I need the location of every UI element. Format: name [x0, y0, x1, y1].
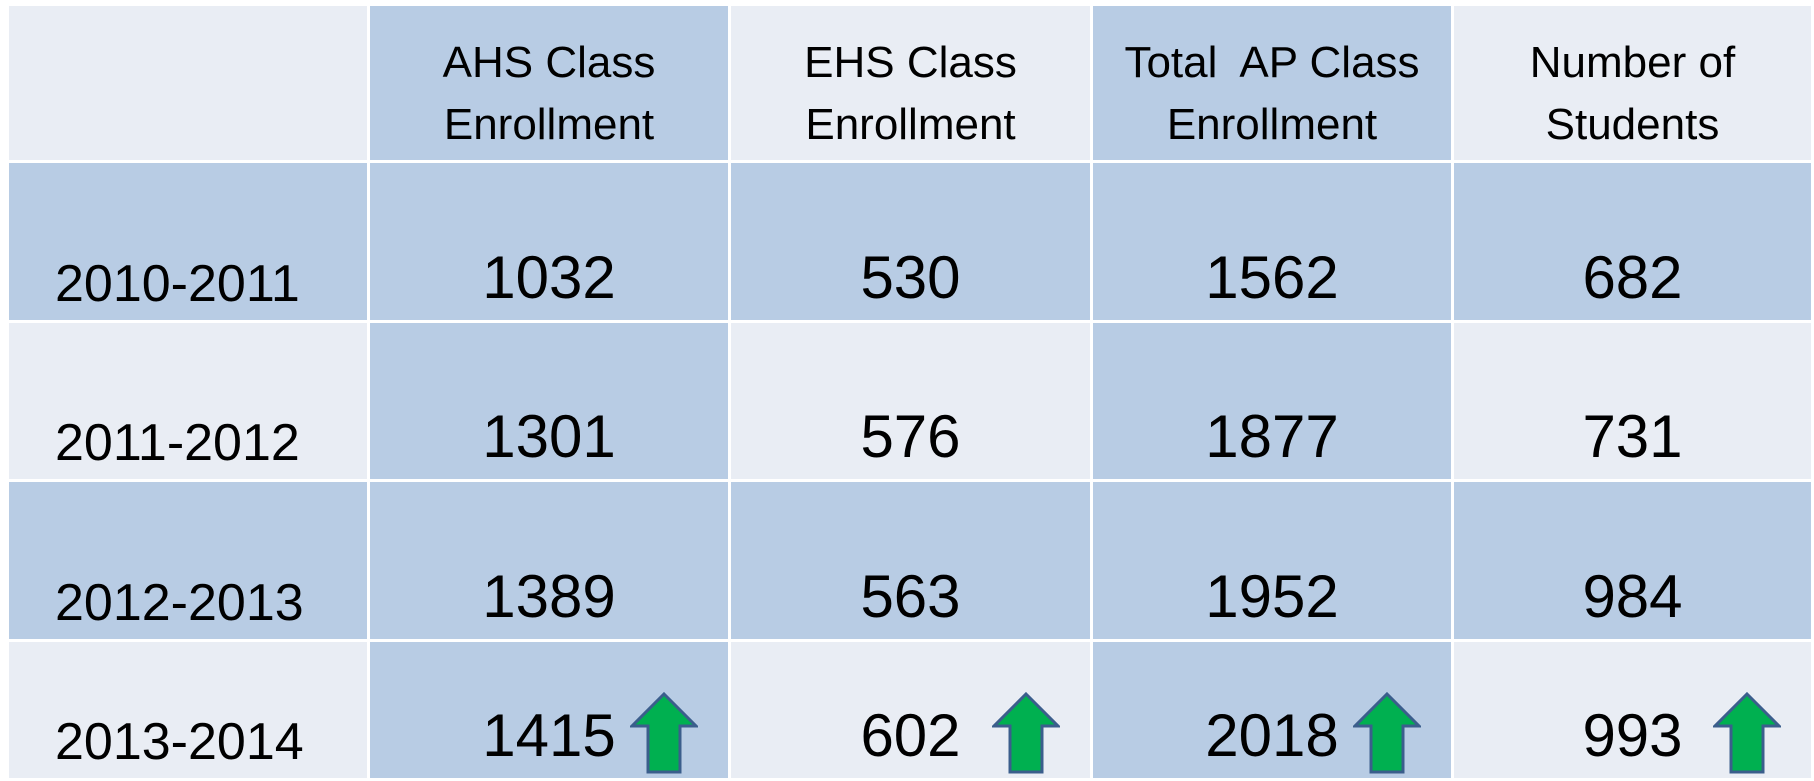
value-cell-text: 602	[860, 702, 961, 769]
header-cell-text: Total AP Class Enrollment	[1124, 38, 1420, 149]
year-cell-text: 2013-2014	[55, 713, 304, 771]
value-cell-text: 731	[1582, 403, 1683, 470]
up-arrow	[1713, 692, 1781, 774]
year-cell: 2011-2012	[9, 323, 370, 482]
value-cell: 602	[731, 642, 1093, 781]
value-cell-text: 1877	[1205, 403, 1339, 470]
value-cell-text: 993	[1582, 702, 1683, 769]
year-cell-text: 2012-2013	[55, 574, 304, 632]
header-cell-text: EHS Class Enrollment	[804, 38, 1017, 149]
value-cell: 576	[731, 323, 1093, 482]
up-arrow-shape	[1713, 692, 1781, 774]
value-cell: 1952	[1093, 482, 1454, 642]
header-cell: EHS Class Enrollment	[731, 6, 1093, 163]
value-cell-text: 563	[860, 563, 961, 630]
enrollment-table: AHS Class Enrollment EHS Class Enrollment…	[9, 6, 1814, 781]
year-cell: 2012-2013	[9, 482, 370, 642]
header-cell: AHS Class Enrollment	[370, 6, 731, 163]
value-cell-text: 1032	[482, 244, 616, 311]
year-cell-text: 2010-2011	[55, 255, 300, 313]
value-cell-text: 530	[860, 244, 961, 311]
header-cell-text: AHS Class Enrollment	[442, 38, 656, 149]
value-cell: 1562	[1093, 163, 1454, 323]
header-cell: Number of Students	[1454, 6, 1814, 163]
value-cell: 993	[1454, 642, 1814, 781]
up-arrow	[1353, 692, 1421, 774]
value-cell: 563	[731, 482, 1093, 642]
value-cell: 682	[1454, 163, 1814, 323]
header-cell-text: Number of Students	[1529, 38, 1736, 149]
value-cell-text: 682	[1582, 244, 1683, 311]
value-cell: 1877	[1093, 323, 1454, 482]
value-cell: 1032	[370, 163, 731, 323]
year-cell: 2013-2014	[9, 642, 370, 781]
corner-cell	[9, 6, 370, 163]
value-cell-text: 1952	[1205, 563, 1339, 630]
year-cell: 2010-2011	[9, 163, 370, 323]
value-cell: 731	[1454, 323, 1814, 482]
value-cell-text: 576	[860, 403, 961, 470]
value-cell: 1389	[370, 482, 731, 642]
value-cell-text: 1415	[482, 702, 616, 769]
value-cell-text: 1389	[482, 563, 616, 630]
value-cell: 1415	[370, 642, 731, 781]
value-cell: 1301	[370, 323, 731, 482]
up-arrow-shape	[630, 692, 698, 774]
value-cell-text: 1562	[1205, 244, 1339, 311]
up-arrow-shape	[992, 692, 1060, 774]
value-cell-text: 984	[1582, 563, 1683, 630]
value-cell-text: 2018	[1205, 702, 1339, 769]
up-arrow	[992, 692, 1060, 774]
value-cell-text: 1301	[482, 403, 616, 470]
value-cell: 530	[731, 163, 1093, 323]
up-arrow-shape	[1353, 692, 1421, 774]
year-cell-text: 2011-2012	[55, 414, 300, 472]
value-cell: 2018	[1093, 642, 1454, 781]
header-cell: Total AP Class Enrollment	[1093, 6, 1454, 163]
value-cell: 984	[1454, 482, 1814, 642]
up-arrow	[630, 692, 698, 774]
